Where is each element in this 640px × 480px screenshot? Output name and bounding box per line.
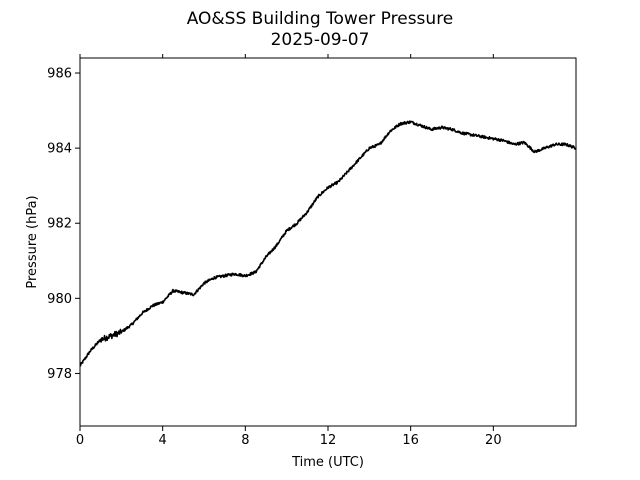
pressure-line <box>79 120 577 367</box>
y-tick-label: 978 <box>47 367 72 382</box>
x-tick-label: 12 <box>320 433 337 448</box>
chart-subtitle: 2025-09-07 <box>271 30 370 50</box>
y-axis-label: Pressure (hPa) <box>25 195 40 288</box>
x-tick-label: 8 <box>241 433 249 448</box>
x-tick-label: 4 <box>159 433 167 448</box>
chart-title: AO&SS Building Tower Pressure <box>187 9 454 29</box>
y-tick-label: 986 <box>47 67 72 82</box>
plot-frame <box>79 57 577 427</box>
x-tick-label: 20 <box>485 433 502 448</box>
y-tick-label: 984 <box>47 142 72 157</box>
x-tick-label: 0 <box>76 433 84 448</box>
y-tick-label: 980 <box>47 292 72 307</box>
x-axis-label: Time (UTC) <box>291 455 364 470</box>
y-tick-label: 982 <box>47 217 72 232</box>
x-tick-label: 16 <box>402 433 419 448</box>
plot-area <box>79 120 577 367</box>
